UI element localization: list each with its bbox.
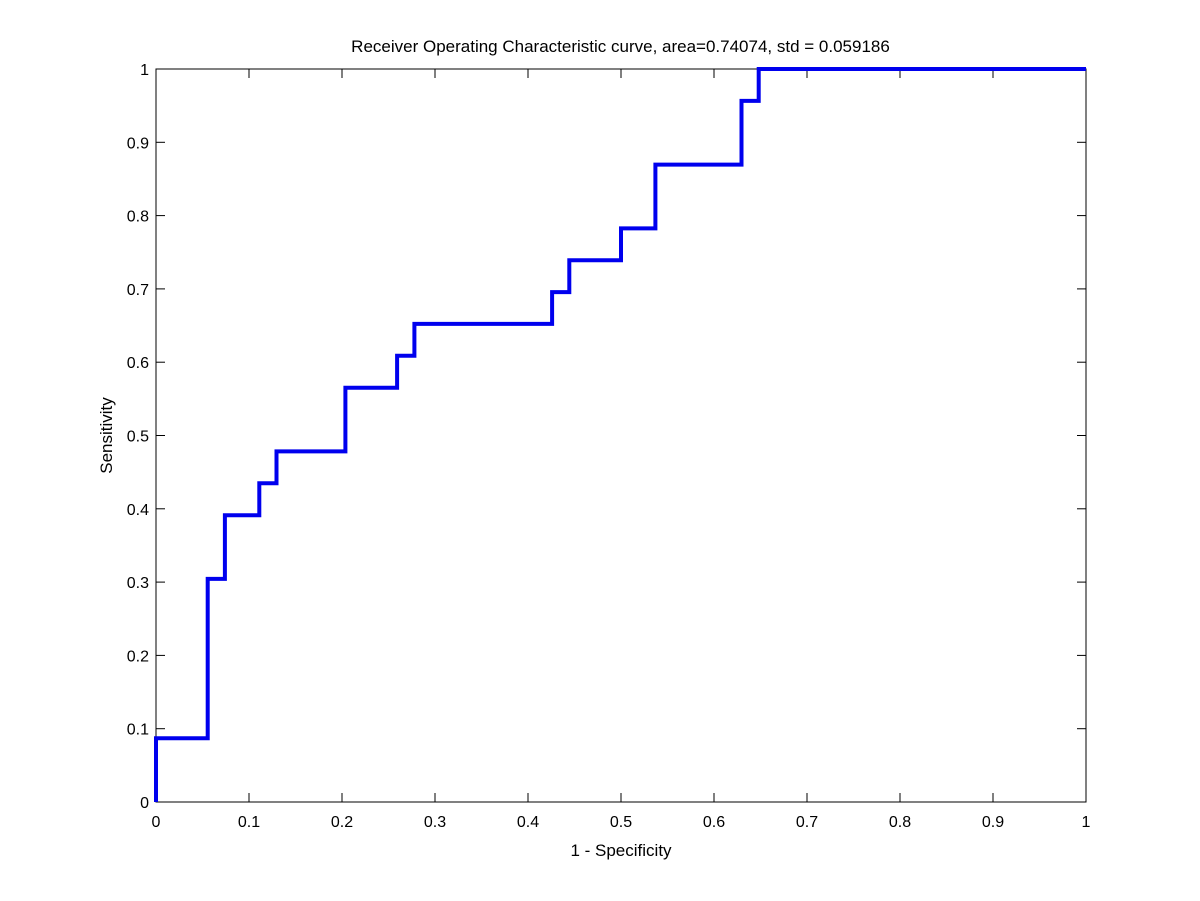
x-tick-label: 0.1	[238, 814, 260, 831]
y-tick-label: 0	[140, 795, 149, 812]
x-tick-label: 0.6	[703, 814, 725, 831]
y-tick-label: 0.2	[127, 648, 149, 665]
x-tick-label: 0.3	[424, 814, 446, 831]
y-tick-label: 1	[140, 62, 149, 79]
x-tick-label: 0.5	[610, 814, 632, 831]
x-tick-label: 0	[152, 814, 161, 831]
x-tick-label: 0.4	[517, 814, 539, 831]
x-axis: 0 0.1 0.2 0.3 0.4 0.5 0.6 0.7 0.8 0.9 1	[152, 69, 1091, 831]
x-tick-label: 0.9	[982, 814, 1004, 831]
roc-curve-line	[154, 67, 1086, 802]
y-tick-label: 0.7	[127, 282, 149, 299]
plot-area	[155, 68, 1087, 803]
y-tick-label: 0.4	[127, 502, 149, 519]
x-tick-label: 1	[1082, 814, 1091, 831]
y-tick-label: 0.3	[127, 575, 149, 592]
y-tick-label: 0.5	[127, 429, 149, 446]
x-tick-label: 0.2	[331, 814, 353, 831]
y-tick-label: 0.9	[127, 135, 149, 152]
y-tick-label: 0.1	[127, 722, 149, 739]
x-tick-label: 0.7	[796, 814, 818, 831]
y-tick-label: 0.6	[127, 355, 149, 372]
x-tick-label: 0.8	[889, 814, 911, 831]
chart-title: Receiver Operating Characteristic curve,…	[351, 37, 890, 56]
y-tick-label: 0.8	[127, 209, 149, 226]
series-layer	[154, 67, 1086, 802]
y-axis: 0 0.1 0.2 0.3 0.4 0.5 0.6 0.7 0.8 0.9 1	[127, 62, 1086, 812]
y-axis-title: Sensitivity	[97, 397, 116, 474]
x-axis-title: 1 - Specificity	[570, 841, 672, 860]
